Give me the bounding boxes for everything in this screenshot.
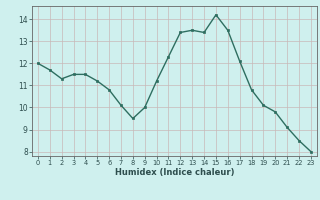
X-axis label: Humidex (Indice chaleur): Humidex (Indice chaleur) bbox=[115, 168, 234, 177]
